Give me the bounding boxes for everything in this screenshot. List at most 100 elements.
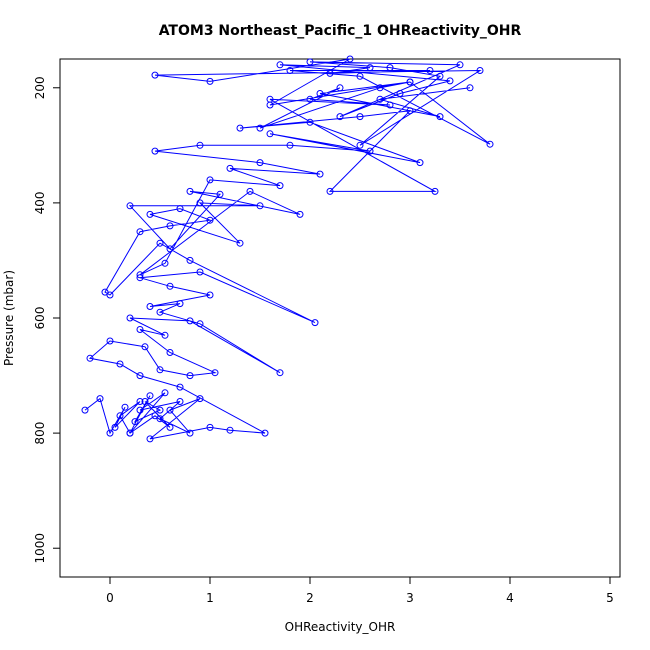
data-point [151,147,159,155]
data-point [196,199,204,207]
data-point [306,58,314,66]
data-point [126,202,134,210]
data-point [386,64,394,72]
data-point [406,107,414,115]
data-point [196,395,204,403]
data-point [256,159,264,167]
data-point [356,113,364,121]
data-point [156,406,164,414]
data-point [136,271,144,279]
data-point [196,268,204,276]
data-point [136,372,144,380]
data-point [121,403,129,411]
y-tick-label: 1000 [33,533,47,564]
data-point [151,412,159,420]
x-tick-label: 3 [406,591,414,605]
data-point [336,113,344,121]
data-point [106,337,114,345]
data-point [326,187,334,195]
data-point [81,406,89,414]
plot-frame [59,58,621,578]
data-point [226,426,234,434]
data-point [106,291,114,299]
data-point [186,372,194,380]
data-point [256,124,264,132]
data-point [356,72,364,80]
data-point [166,222,174,230]
data-point [476,67,484,74]
data-point [146,435,154,443]
y-axis-label: Pressure (mbar) [2,270,16,366]
data-layer [81,55,494,443]
data-point [386,101,394,109]
y-tick-label: 200 [33,76,47,99]
plot-area [59,55,621,578]
data-point [166,423,174,431]
data-point [426,67,434,74]
data-point [141,398,149,405]
data-point [116,412,124,420]
data-point [396,90,404,97]
data-point [116,360,124,368]
data-point [486,140,494,148]
data-point [266,130,274,138]
series-line [84,58,491,440]
data-point [106,429,114,437]
data-point [176,300,184,308]
data-point [306,118,314,126]
data-point [146,303,154,310]
data-point [186,317,194,325]
x-tick-label: 4 [506,591,514,605]
x-axis: 0 1 2 3 4 5 [106,576,614,605]
data-point [346,55,354,63]
y-tick-label: 400 [33,191,47,214]
data-point [206,291,214,299]
y-tick-label: 600 [33,307,47,330]
data-point [206,423,214,431]
data-point [96,395,104,403]
data-point [146,210,154,218]
data-point [431,187,439,195]
data-point [126,429,134,437]
data-point [156,308,164,316]
data-point [296,210,304,218]
data-point [196,141,204,149]
data-point [376,84,384,92]
data-point [316,90,324,97]
data-point [166,282,174,290]
x-axis-label: OHReactivity_OHR [285,620,396,634]
data-point [151,71,159,79]
data-point [316,170,324,178]
data-point [286,67,294,74]
data-point [216,190,224,198]
data-point [366,147,374,155]
x-tick-label: 0 [106,591,114,605]
data-point [166,406,174,414]
data-point [126,314,134,322]
data-point [366,64,374,72]
data-point [186,187,194,195]
data-point [276,369,284,377]
data-point [176,205,184,213]
data-point [186,429,194,437]
data-point [416,159,424,167]
data-point [186,256,194,264]
data-point [276,61,284,69]
x-tick-label: 2 [306,591,314,605]
data-point [161,259,169,267]
x-tick-label: 5 [606,591,614,605]
data-point [146,392,154,400]
data-point [246,187,254,195]
data-point [226,164,234,172]
data-point [256,202,264,210]
data-point [446,77,454,85]
chart-title: ATOM3 Northeast_Pacific_1 OHReactivity_O… [159,23,522,39]
data-point [156,239,164,247]
data-point [266,101,274,109]
data-point [436,72,444,80]
y-axis: 200 400 600 800 1000 [33,76,61,564]
data-point [101,288,109,296]
data-point [206,176,214,184]
data-point [206,216,214,224]
data-point [196,320,204,328]
